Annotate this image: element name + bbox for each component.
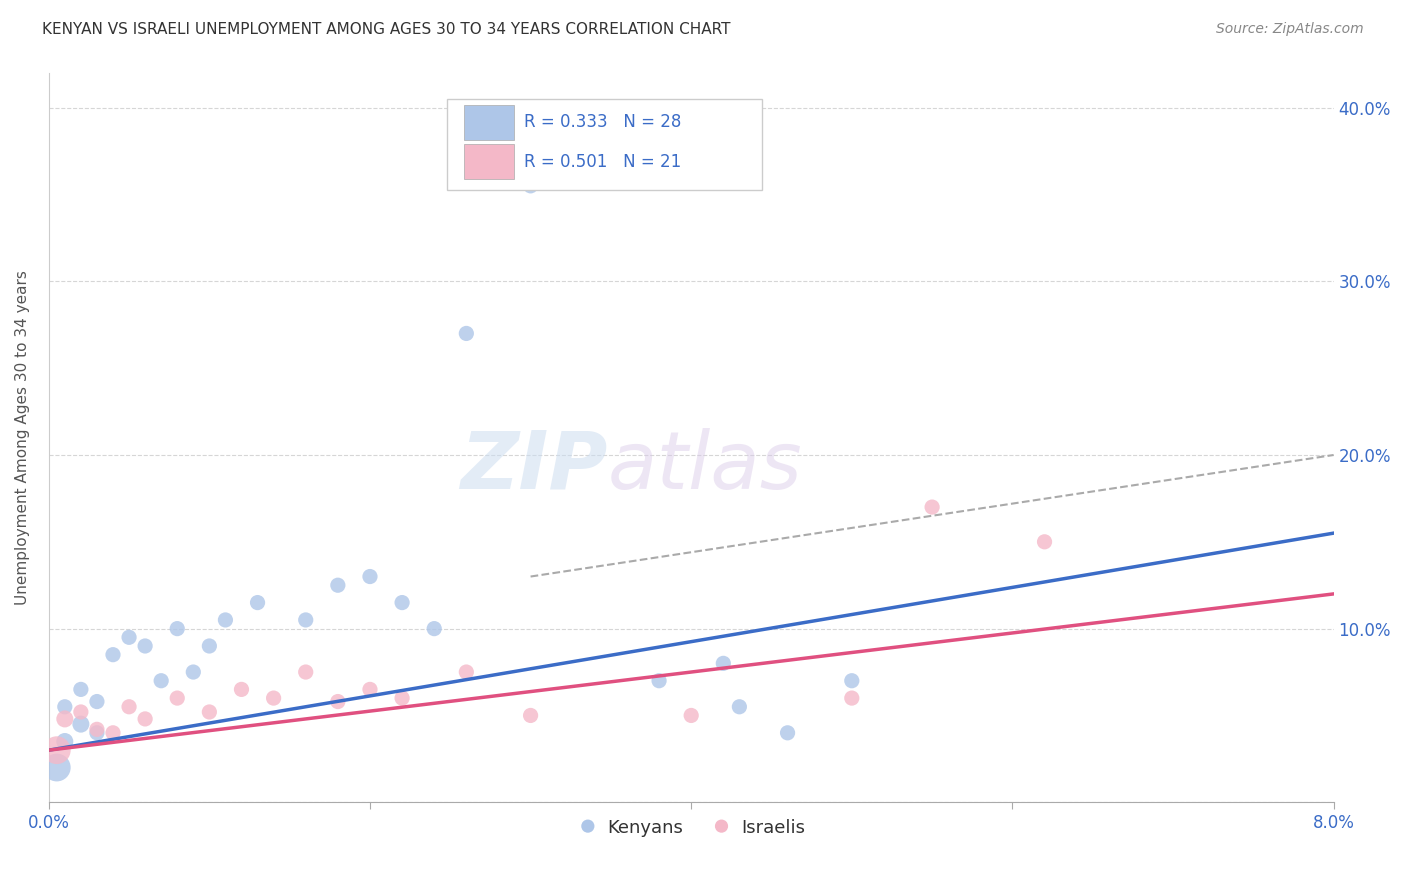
Point xyxy=(53,734,76,748)
Point xyxy=(519,708,541,723)
Legend: Kenyans, Israelis: Kenyans, Israelis xyxy=(569,811,813,845)
Point xyxy=(1033,534,1056,549)
Point xyxy=(326,694,349,708)
Point xyxy=(86,694,108,708)
Point xyxy=(294,665,316,679)
Point xyxy=(86,723,108,737)
Point xyxy=(423,622,446,636)
Text: R = 0.501   N = 21: R = 0.501 N = 21 xyxy=(524,153,682,170)
Point xyxy=(519,178,541,193)
Point xyxy=(841,673,863,688)
FancyBboxPatch shape xyxy=(464,145,513,179)
Text: atlas: atlas xyxy=(607,428,803,506)
Point xyxy=(728,699,751,714)
Point xyxy=(101,648,124,662)
Point xyxy=(841,691,863,706)
Point xyxy=(214,613,236,627)
FancyBboxPatch shape xyxy=(447,98,762,190)
Point xyxy=(456,326,478,341)
Point xyxy=(101,726,124,740)
Point xyxy=(359,569,381,583)
Point xyxy=(181,665,204,679)
Point xyxy=(776,726,799,740)
Point xyxy=(86,726,108,740)
Point xyxy=(326,578,349,592)
Point xyxy=(391,691,413,706)
Point xyxy=(166,691,188,706)
Text: R = 0.333   N = 28: R = 0.333 N = 28 xyxy=(524,113,682,131)
Point xyxy=(263,691,285,706)
Point xyxy=(45,760,67,774)
Text: KENYAN VS ISRAELI UNEMPLOYMENT AMONG AGES 30 TO 34 YEARS CORRELATION CHART: KENYAN VS ISRAELI UNEMPLOYMENT AMONG AGE… xyxy=(42,22,731,37)
Point xyxy=(53,712,76,726)
Text: ZIP: ZIP xyxy=(460,428,607,506)
Point xyxy=(681,708,703,723)
Text: Source: ZipAtlas.com: Source: ZipAtlas.com xyxy=(1216,22,1364,37)
Point xyxy=(359,682,381,697)
Point xyxy=(231,682,253,697)
Point xyxy=(246,596,269,610)
Point xyxy=(711,657,734,671)
Point xyxy=(70,705,93,719)
Y-axis label: Unemployment Among Ages 30 to 34 years: Unemployment Among Ages 30 to 34 years xyxy=(15,270,30,605)
Point xyxy=(648,673,671,688)
Point xyxy=(294,613,316,627)
Point xyxy=(70,717,93,731)
Point xyxy=(921,500,943,514)
Point xyxy=(198,639,221,653)
Point xyxy=(456,665,478,679)
Point xyxy=(166,622,188,636)
FancyBboxPatch shape xyxy=(464,105,513,140)
Point xyxy=(70,682,93,697)
Point xyxy=(391,596,413,610)
Point xyxy=(150,673,173,688)
Point xyxy=(53,699,76,714)
Point xyxy=(45,743,67,757)
Point xyxy=(118,630,141,644)
Point xyxy=(134,639,156,653)
Point xyxy=(134,712,156,726)
Point xyxy=(118,699,141,714)
Point xyxy=(198,705,221,719)
